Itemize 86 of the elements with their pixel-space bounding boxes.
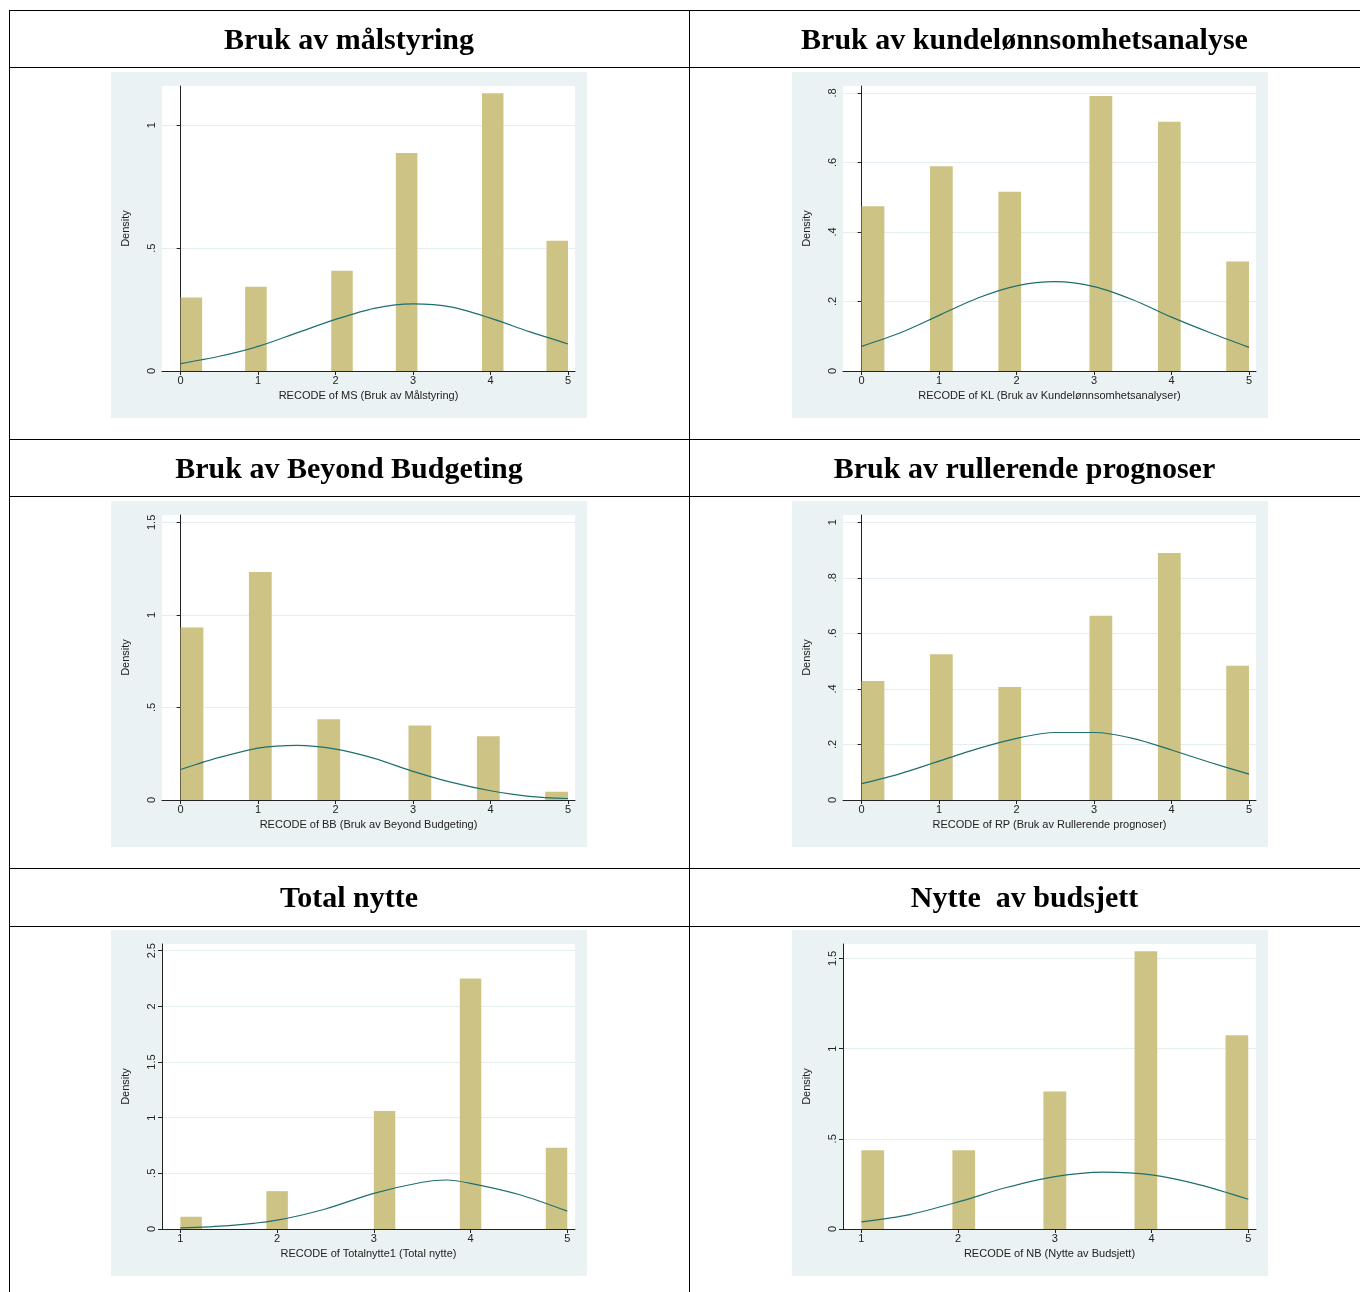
x-tick-label: 4 — [1168, 373, 1175, 386]
y-tick-label: 0 — [825, 796, 838, 804]
x-axis-title: RECODE of NB (Nytte av Budsjett) — [963, 1247, 1136, 1260]
y-tick-label: 1.5 — [144, 1054, 157, 1070]
x-tick-label: 1 — [936, 802, 943, 815]
y-axis-title: Density — [799, 638, 812, 676]
line-series — [180, 303, 569, 365]
chart-title: Bruk av Beyond Budgeting — [174, 449, 524, 486]
x-tick-label: 2 — [1013, 802, 1020, 815]
x-tick-label: 2 — [332, 802, 339, 815]
y-tick-label: .4 — [825, 684, 838, 694]
y-tick-label: 1 — [144, 122, 157, 129]
y-tick-label: 1 — [144, 611, 157, 618]
y-tick-label: 2 — [144, 1003, 157, 1010]
x-tick-label: 1 — [858, 1231, 865, 1244]
x-tick-label: 0 — [858, 802, 865, 815]
y-tick-label: .2 — [825, 296, 838, 307]
x-tick-label: 3 — [1090, 373, 1098, 386]
x-tick-label: 0 — [177, 373, 184, 386]
y-tick-label: 0 — [144, 367, 157, 375]
x-tick-label: 5 — [1245, 802, 1253, 815]
y-axis-title: Density — [118, 1067, 131, 1105]
x-tick-label: 5 — [1245, 1231, 1252, 1244]
x-tick-label: 4 — [487, 373, 494, 386]
y-axis-title: Density — [799, 209, 812, 247]
x-axis-title: RECODE of MS (Bruk av Målstyring) — [278, 389, 459, 402]
y-tick-label: .6 — [825, 157, 838, 168]
line-series — [180, 744, 569, 800]
x-tick-label: 3 — [409, 373, 417, 386]
y-tick-label: .5 — [825, 1134, 838, 1144]
chart-title: Bruk av rullerende prognoser — [832, 449, 1217, 486]
x-tick-label: 1 — [255, 373, 262, 386]
y-tick-label: .8 — [825, 573, 838, 583]
chart-title: Nytte av budsjett — [909, 878, 1140, 915]
y-tick-label: 1.5 — [825, 950, 838, 967]
y-tick-label: .4 — [825, 227, 838, 237]
chart-title: Total nytte — [278, 878, 420, 915]
x-axis-title: RECODE of KL (Bruk av Kundelønnsomhetsanalyser) — [918, 389, 1181, 402]
y-tick-label: 0 — [825, 1225, 838, 1233]
line-series — [861, 281, 1250, 348]
y-axis-title: Density — [799, 1067, 812, 1105]
x-tick-label: 4 — [487, 802, 494, 815]
line-series — [179, 1179, 568, 1229]
x-tick-label: 4 — [1168, 802, 1175, 815]
x-axis-title: RECODE of RP (Bruk av Rullerende prognoser) — [932, 818, 1167, 831]
x-tick-label: 3 — [409, 802, 417, 815]
x-tick-label: 0 — [177, 802, 184, 815]
x-tick-label: 2 — [332, 373, 339, 386]
x-tick-label: 2 — [274, 1231, 281, 1244]
x-tick-label: 3 — [1090, 802, 1098, 815]
x-tick-label: 1 — [255, 802, 262, 815]
y-tick-label: 1 — [825, 1045, 838, 1052]
x-tick-label: 2 — [1013, 373, 1020, 386]
x-axis-title: RECODE of BB (Bruk av Beyond Budgeting) — [259, 818, 478, 831]
y-tick-label: 1.5 — [144, 514, 157, 531]
chart-title: Bruk av målstyring — [223, 20, 475, 57]
y-tick-label: .8 — [825, 88, 838, 98]
chart-title: Bruk av kundelønnsomhetsanalyse — [800, 20, 1249, 57]
y-tick-label: 0 — [144, 796, 157, 804]
x-tick-label: 5 — [564, 373, 572, 386]
y-axis-title: Density — [118, 638, 131, 676]
y-tick-label: 0 — [144, 1225, 157, 1233]
x-tick-label: 1 — [936, 373, 943, 386]
y-tick-label: .6 — [825, 628, 838, 638]
x-tick-label: 0 — [858, 373, 865, 386]
x-tick-label: 4 — [467, 1231, 474, 1244]
y-tick-label: 1 — [144, 1114, 157, 1121]
x-axis-title: RECODE of Totalnytte1 (Total nytte) — [280, 1247, 457, 1260]
y-axis-title: Density — [118, 209, 131, 247]
y-tick-label: 0 — [825, 367, 838, 375]
x-tick-label: 5 — [564, 1231, 571, 1244]
line-series — [860, 1171, 1249, 1223]
x-tick-label: 1 — [177, 1231, 184, 1244]
y-tick-label: .2 — [825, 739, 838, 750]
x-tick-label: 2 — [955, 1231, 962, 1244]
y-tick-label: .5 — [144, 702, 157, 713]
y-tick-label: 2.5 — [144, 943, 157, 959]
y-tick-label: .5 — [144, 1168, 157, 1178]
x-tick-label: 3 — [1051, 1231, 1058, 1244]
x-tick-label: 5 — [564, 802, 572, 815]
line-series — [861, 731, 1250, 785]
x-tick-label: 4 — [1148, 1231, 1155, 1244]
x-tick-label: 5 — [1245, 373, 1253, 386]
x-tick-label: 3 — [370, 1231, 377, 1244]
y-tick-label: .5 — [144, 243, 157, 253]
y-tick-label: 1 — [825, 519, 838, 526]
